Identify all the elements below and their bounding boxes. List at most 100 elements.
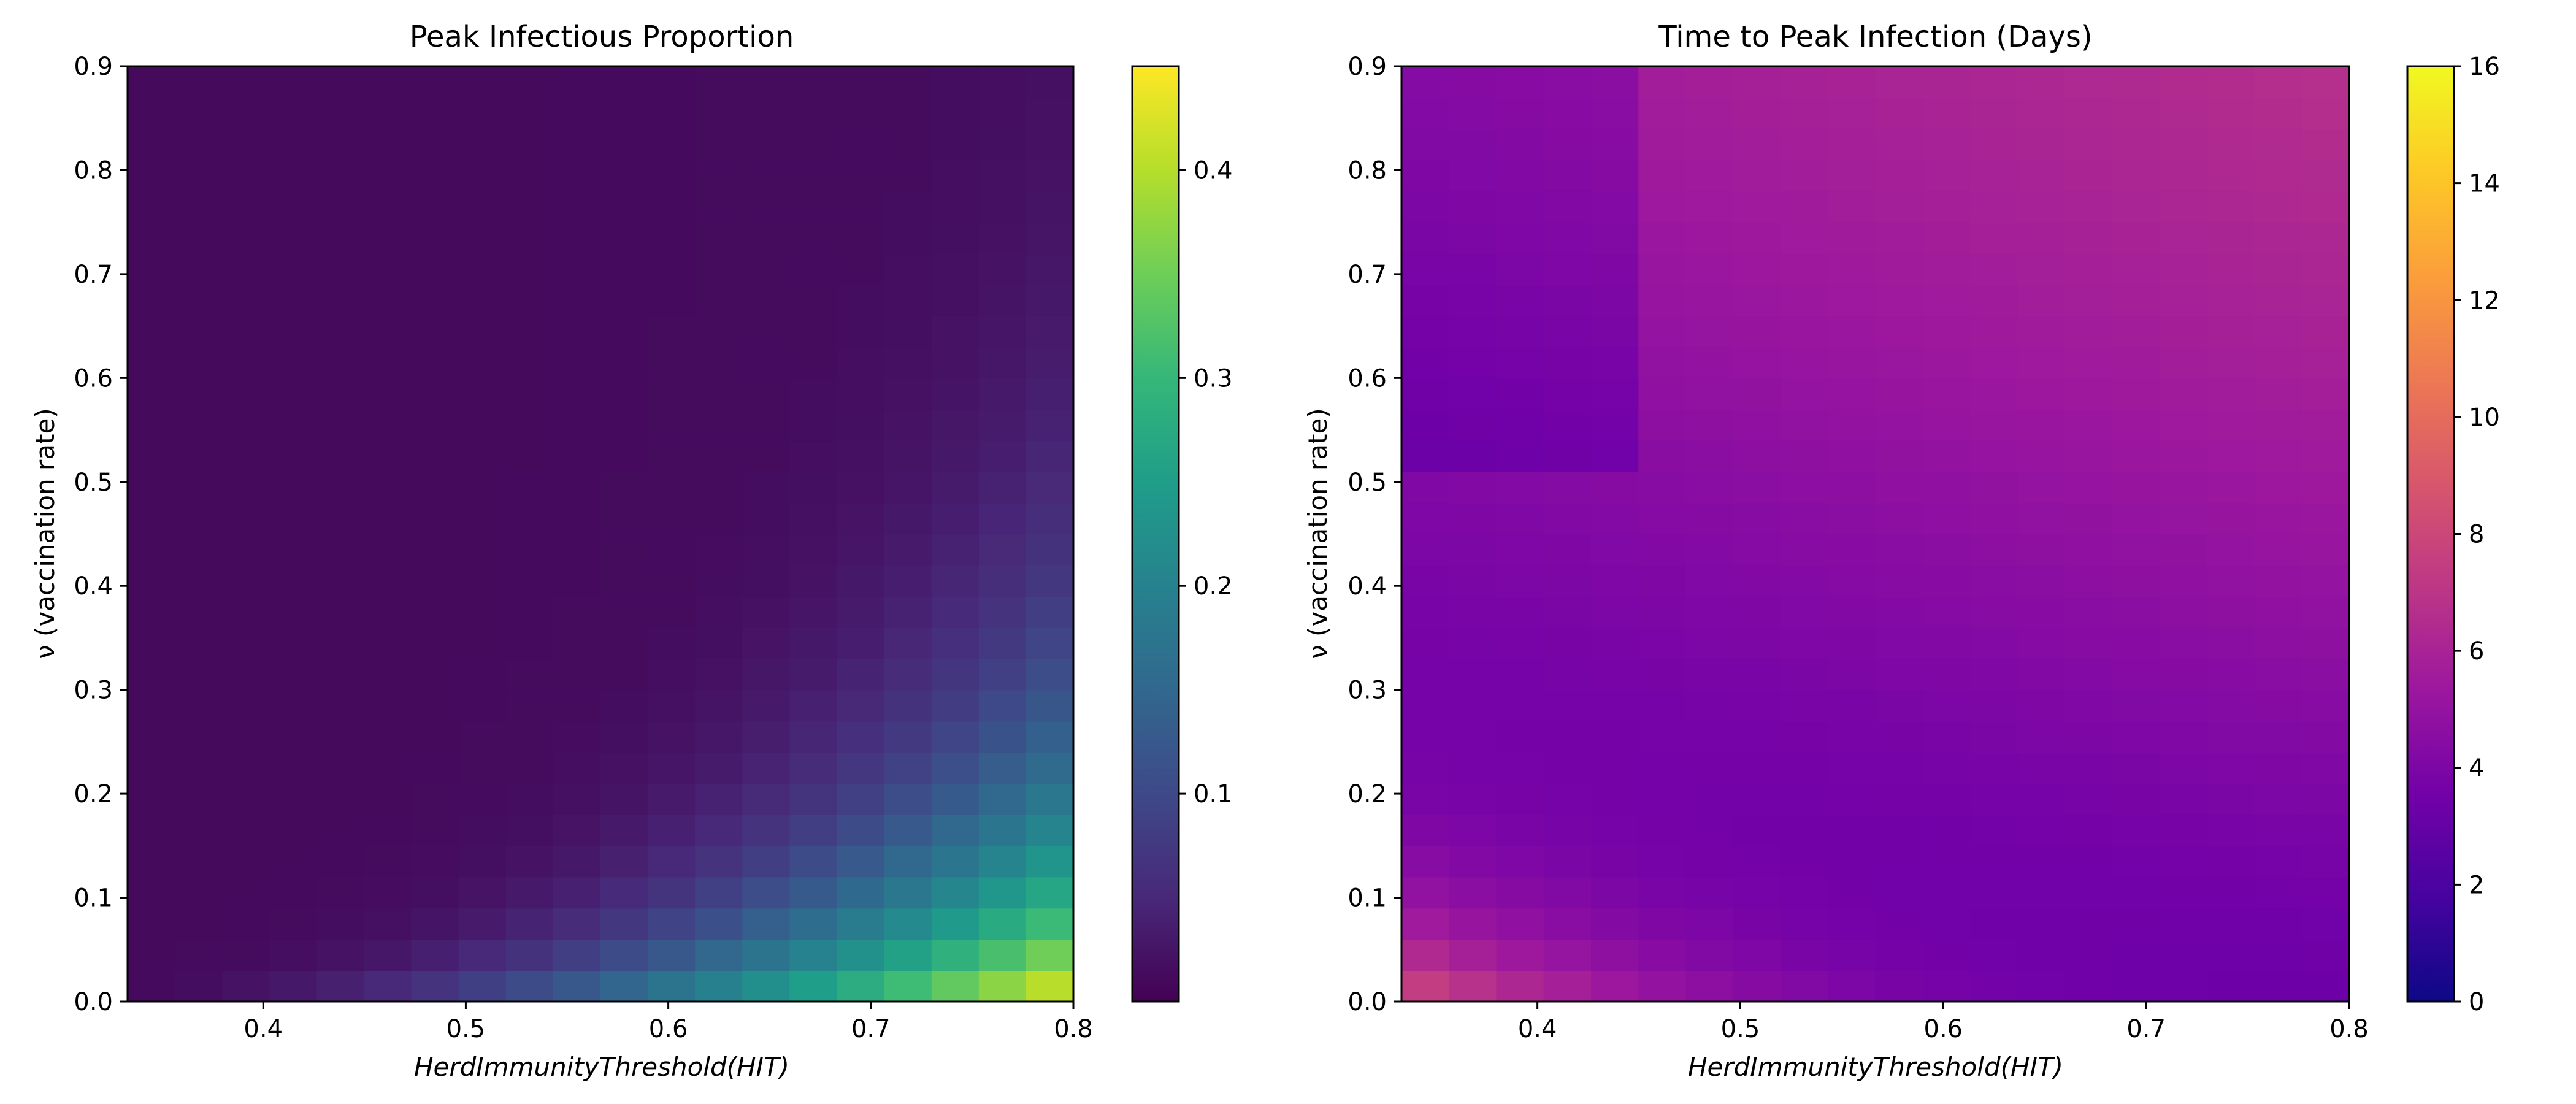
heatmap-cell — [1875, 378, 1923, 410]
heatmap-cell — [2112, 689, 2160, 722]
heatmap-cell — [884, 191, 932, 223]
heatmap-cell — [505, 191, 554, 223]
heatmap-cell — [269, 689, 318, 722]
heatmap-cell — [2207, 253, 2255, 285]
heatmap-cell — [175, 596, 223, 628]
y-axis-ticks: 0.0 0.1 0.2 0.3 0.4 0.5 0.6 0.7 0.8 0.9 — [74, 53, 128, 1016]
heatmap-cell — [1543, 409, 1592, 441]
heatmap-cell — [1875, 409, 1923, 441]
heatmap-cell — [1733, 253, 1781, 285]
heatmap-cell — [695, 347, 743, 379]
heatmap-cell — [1970, 627, 2018, 659]
heatmap-cell — [742, 378, 791, 410]
heatmap-cell — [1401, 627, 1450, 659]
heatmap-cell — [1543, 815, 1592, 846]
heatmap-cell — [411, 596, 459, 628]
heatmap-cell — [269, 159, 318, 192]
heatmap-cell — [1875, 658, 1923, 691]
heatmap-cell — [2017, 502, 2066, 535]
heatmap-cell — [1496, 908, 1544, 940]
heatmap-cell — [1685, 845, 1734, 878]
heatmap-cell — [553, 222, 601, 254]
heatmap-cell — [222, 534, 270, 566]
heatmap-cell — [1543, 347, 1592, 379]
heatmap-cell — [648, 502, 696, 535]
heatmap-cell — [316, 752, 365, 784]
heatmap-cell — [2207, 658, 2255, 691]
heatmap-cell — [2112, 409, 2160, 441]
heatmap-cell — [175, 378, 223, 410]
heatmap-cell — [222, 347, 270, 379]
heatmap-cell — [269, 815, 318, 846]
heatmap-cell — [2207, 534, 2255, 566]
heatmap-cell — [742, 876, 791, 909]
heatmap-cell — [695, 908, 743, 940]
heatmap-cell — [884, 565, 932, 597]
heatmap-cell — [1828, 222, 1876, 254]
heatmap-cell — [269, 222, 318, 254]
heatmap-cell — [1970, 159, 2018, 192]
heatmap-cell — [1591, 565, 1639, 597]
heatmap-cell — [742, 253, 791, 285]
heatmap-cell — [1496, 876, 1544, 909]
heatmap-cell — [1733, 315, 1781, 348]
heatmap-cell — [553, 721, 601, 753]
heatmap-cell — [2207, 191, 2255, 223]
heatmap-cell — [411, 502, 459, 535]
heatmap-cell — [411, 565, 459, 597]
heatmap-cell — [1875, 596, 1923, 628]
heatmap-cell — [1496, 66, 1544, 98]
heatmap-cell — [789, 970, 838, 1002]
heatmap-cell — [1781, 159, 1829, 192]
heatmap-cell — [2207, 845, 2255, 878]
heatmap-cell — [2301, 191, 2350, 223]
heatmap-cell — [1875, 222, 1923, 254]
heatmap-cell — [128, 627, 175, 659]
heatmap-cell — [837, 315, 885, 348]
heatmap-cell — [269, 908, 318, 940]
heatmap-cell — [1025, 876, 1074, 909]
heatmap-cell — [1543, 658, 1592, 691]
heatmap-cell — [222, 908, 270, 940]
heatmap-cell — [978, 440, 1027, 472]
heatmap-cell — [2301, 409, 2350, 441]
heatmap-cell — [2254, 409, 2302, 441]
heatmap-cell — [269, 721, 318, 753]
x-tick-label: 0.4 — [243, 1015, 283, 1043]
heatmap-cell — [978, 970, 1027, 1002]
heatmap-cell — [2064, 783, 2113, 815]
heatmap-cell — [789, 876, 838, 909]
heatmap-cell — [884, 752, 932, 784]
heatmap-cell — [364, 159, 412, 192]
heatmap-cell — [1970, 97, 2018, 129]
heatmap-cell — [1401, 315, 1450, 348]
heatmap-cell — [1025, 66, 1074, 98]
heatmap-cell — [837, 191, 885, 223]
heatmap-cell — [789, 596, 838, 628]
heatmap-cell — [1875, 815, 1923, 846]
heatmap-cell — [1496, 502, 1544, 535]
heatmap-cell — [2017, 908, 2066, 940]
heatmap-cell — [2207, 471, 2255, 504]
heatmap-cell — [505, 596, 554, 628]
heatmap-cell — [1781, 284, 1829, 316]
heatmap-cell — [1970, 409, 2018, 441]
heatmap-cell — [2160, 752, 2208, 784]
heatmap-cell — [2254, 471, 2302, 504]
heatmap-cell — [1638, 502, 1687, 535]
heatmap-cell — [128, 284, 175, 316]
heatmap-cell — [411, 658, 459, 691]
heatmap-cell — [600, 409, 648, 441]
heatmap-cell — [1781, 253, 1829, 285]
heatmap-cell — [2064, 658, 2113, 691]
y-tick-label: 0.1 — [1347, 884, 1387, 913]
heatmap-cell — [1638, 66, 1687, 98]
heatmap-cell — [1638, 378, 1687, 410]
heatmap-cells — [1401, 66, 2350, 1002]
heatmap-cell — [884, 689, 932, 722]
heatmap-cell — [600, 939, 648, 971]
heatmap-cell — [742, 440, 791, 472]
heatmap-cell — [789, 565, 838, 597]
heatmap-cell — [931, 159, 979, 192]
heatmap-cell — [789, 471, 838, 504]
